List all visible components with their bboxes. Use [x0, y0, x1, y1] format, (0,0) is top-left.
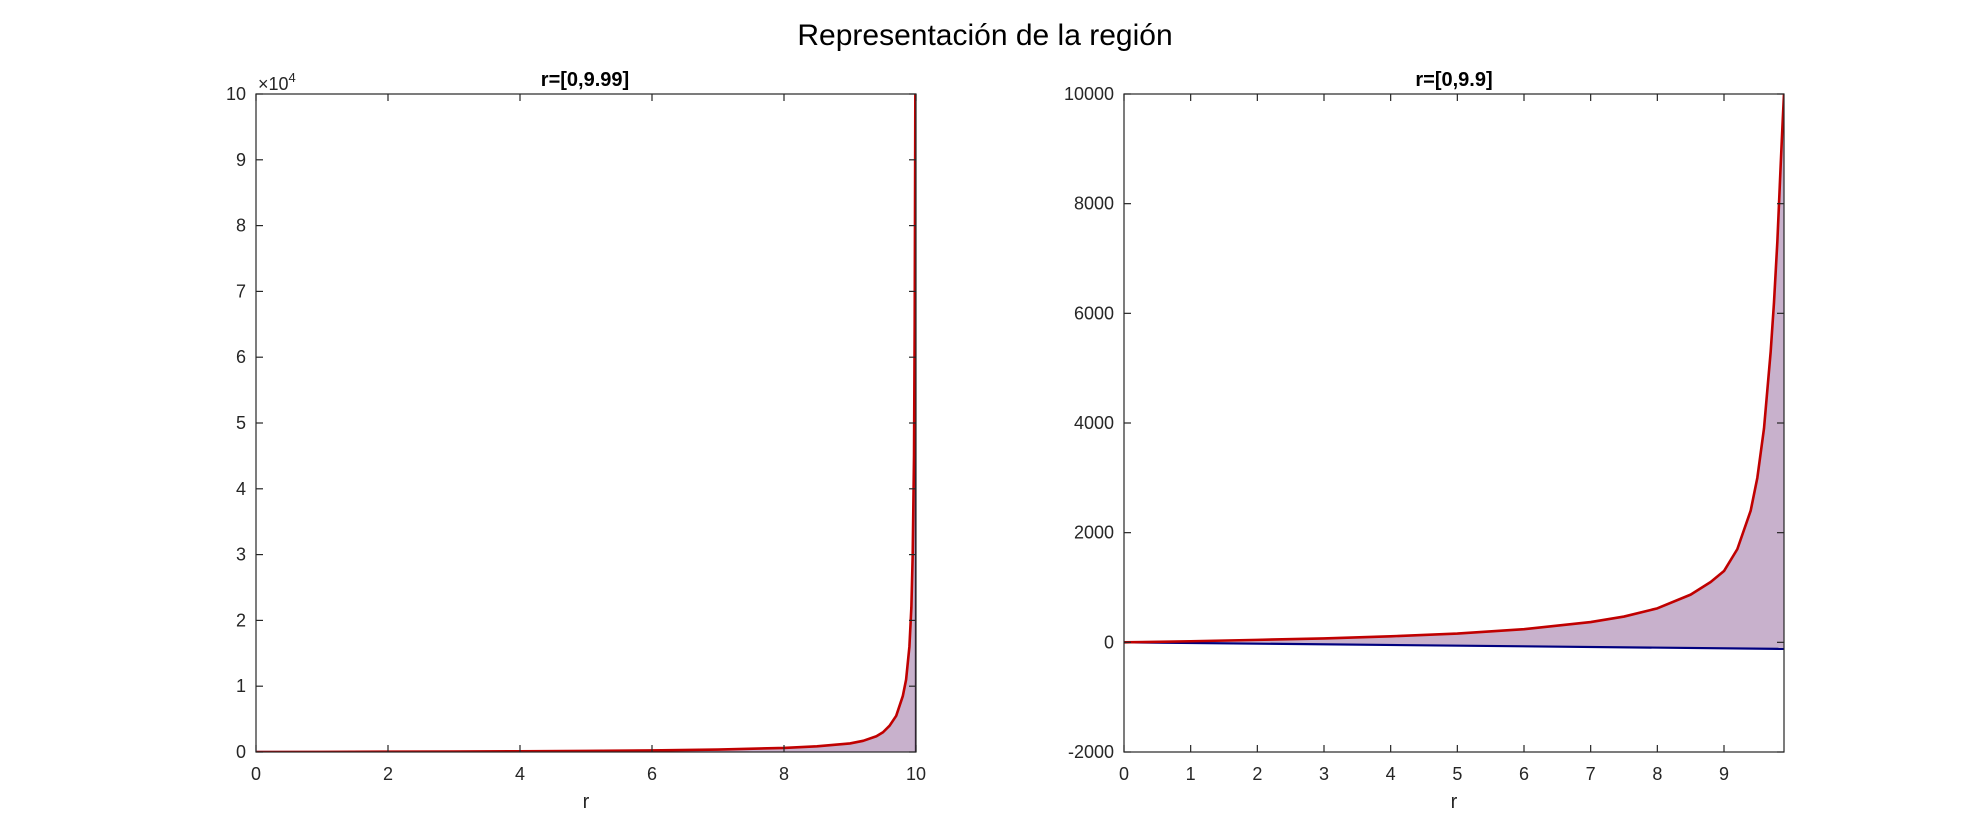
left-y-tick-label: 1 — [236, 676, 246, 696]
left-y-multiplier: ×104 — [258, 70, 296, 94]
right-x-axis-label: r — [1451, 791, 1458, 813]
left-y-tick-label: 9 — [236, 150, 246, 170]
left-y-tick-label: 4 — [236, 479, 246, 499]
left-x-tick-label: 8 — [779, 764, 789, 784]
left-axes-frame — [255, 93, 917, 753]
right-subplot-title: r=[0,9.9] — [1415, 69, 1492, 91]
right-y-tick-label: 10000 — [1064, 84, 1114, 104]
left-y-tick-label: 7 — [236, 281, 246, 301]
right-y-tick-label: 4000 — [1074, 413, 1114, 433]
left-y-tick-label: 0 — [236, 742, 246, 762]
right-shaded-region — [1124, 94, 1784, 650]
left-x-tick-label: 4 — [515, 764, 525, 784]
right-x-tick-label: 1 — [1186, 764, 1196, 784]
left-y-tick-label: 8 — [236, 216, 246, 236]
left-x-tick-label: 10 — [906, 764, 926, 784]
right-plot-area — [1124, 94, 1784, 651]
right-upper-curve — [1124, 94, 1784, 644]
right-y-tick-label: 6000 — [1074, 303, 1114, 323]
left-y-tick-label: 2 — [236, 610, 246, 630]
right-x-tick-label: 3 — [1319, 764, 1329, 784]
left-y-multiplier-exponent: 4 — [289, 70, 296, 85]
right-y-tick-label: 2000 — [1074, 523, 1114, 543]
right-x-tick-label: 0 — [1119, 764, 1129, 784]
right-x-tick-label: 2 — [1252, 764, 1262, 784]
left-y-multiplier-base: ×10 — [258, 74, 289, 94]
left-y-tick-label: 10 — [226, 84, 246, 104]
left-upper-curve — [256, 94, 916, 752]
right-x-tick-label: 4 — [1386, 764, 1396, 784]
left-x-tick-label: 2 — [383, 764, 393, 784]
left-plot-area — [256, 94, 916, 752]
left-x-axis-label: r — [583, 791, 590, 813]
right-y-tick-label: -2000 — [1068, 742, 1114, 762]
left-subplot-title: r=[0,9.99] — [541, 69, 629, 91]
right-x-tick-label: 7 — [1586, 764, 1596, 784]
right-lower-curve — [1124, 641, 1784, 651]
right-x-tick-label: 9 — [1719, 764, 1729, 784]
left-y-tick-label: 3 — [236, 545, 246, 565]
left-x-tick-label: 0 — [251, 764, 261, 784]
left-y-tick-label: 5 — [236, 413, 246, 433]
left-shaded-region — [256, 94, 916, 752]
right-x-tick-label: 5 — [1452, 764, 1462, 784]
right-x-tick-label: 8 — [1652, 764, 1662, 784]
right-y-tick-label: 0 — [1104, 632, 1114, 652]
right-y-tick-label: 8000 — [1074, 194, 1114, 214]
figure-title: Representación de la región — [797, 19, 1172, 52]
right-x-tick-label: 6 — [1519, 764, 1529, 784]
left-y-tick-label: 6 — [236, 347, 246, 367]
left-x-tick-label: 6 — [647, 764, 657, 784]
right-subplot: r=[0,9.9] r 0 1 2 3 4 5 6 7 8 9-20000200040006000… — [1064, 69, 1785, 813]
right-axes-frame — [1123, 93, 1785, 753]
